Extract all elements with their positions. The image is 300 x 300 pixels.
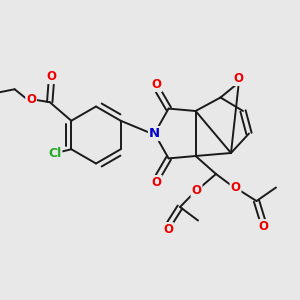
Text: O: O <box>163 223 173 236</box>
Text: O: O <box>191 184 202 197</box>
Text: O: O <box>152 176 162 189</box>
Text: O: O <box>230 181 241 194</box>
Text: O: O <box>152 78 162 91</box>
Text: Cl: Cl <box>48 147 62 160</box>
Text: O: O <box>233 72 244 85</box>
Text: N: N <box>149 127 160 140</box>
Text: O: O <box>258 220 268 233</box>
Text: O: O <box>26 93 36 106</box>
Text: O: O <box>46 70 56 83</box>
